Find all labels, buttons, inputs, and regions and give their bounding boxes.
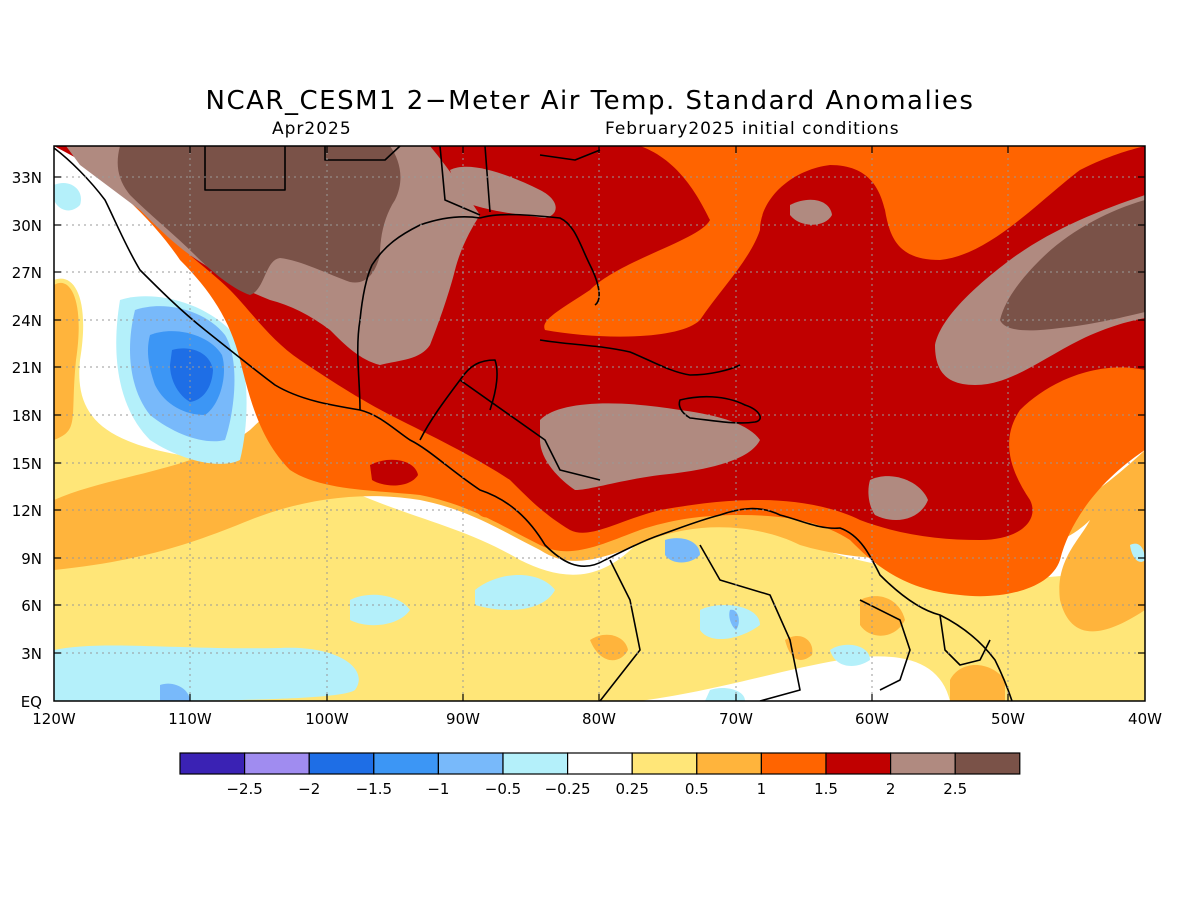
colorbar-label: −1.5 (356, 780, 392, 798)
colorbar-swatch (760, 752, 827, 775)
latitude-labels: 33N 30N 27N 24N 21N 18N 15N 12N 9N 6N 3N… (12, 169, 42, 711)
initial-conditions-label: February2025 initial conditions (605, 119, 900, 139)
colorbar-swatch (825, 752, 892, 775)
anomaly-fill-neg-1-5 (170, 348, 213, 402)
lat-label: EQ (21, 693, 42, 711)
colorbar-swatch (631, 752, 698, 775)
coastlines (54, 146, 1013, 701)
lon-label: 60W (855, 710, 889, 728)
colorbar-swatch (696, 752, 762, 775)
colorbar-swatch (308, 752, 375, 775)
gridlines (54, 146, 1145, 701)
colorbar-swatch (889, 752, 956, 775)
colorbar-swatch (437, 752, 504, 775)
colorbar-label: 0.5 (685, 780, 709, 798)
lat-label: 18N (12, 407, 42, 425)
colorbar-label: 2 (886, 780, 896, 798)
lon-label: 90W (446, 710, 480, 728)
colorbar-label: 1.5 (814, 780, 838, 798)
colorbar-label: −2.5 (226, 780, 262, 798)
colorbar-label: −0.25 (545, 780, 591, 798)
lat-label: 27N (12, 264, 42, 282)
anomaly-fill-2-5 (117, 146, 1145, 331)
colorbar-swatch (502, 752, 569, 775)
colorbar-label: 0.25 (615, 780, 648, 798)
colorbar (179, 752, 1021, 775)
valid-month-label: Apr2025 (272, 119, 352, 139)
lat-label: 9N (21, 550, 42, 568)
colorbar-swatch (244, 752, 310, 775)
colorbar-swatch (954, 752, 1021, 775)
colorbar-swatch (179, 752, 246, 775)
colorbar-label: 2.5 (943, 780, 967, 798)
lat-label: 33N (12, 169, 42, 187)
colorbar-label: 1 (757, 780, 767, 798)
lon-label: 100W (305, 710, 349, 728)
lon-label: 120W (32, 710, 76, 728)
colorbar-labels: −2.5 −2 −1.5 −1 −0.5 −0.25 0.25 0.5 1 1.5 2 2.5 (226, 780, 967, 798)
colorbar-swatch (373, 752, 439, 775)
lon-label: 110W (168, 710, 212, 728)
colorbar-swatch (566, 752, 633, 775)
lat-label: 6N (21, 597, 42, 615)
colorbar-label: −2 (298, 780, 320, 798)
lon-label: 40W (1128, 710, 1162, 728)
lat-label: 21N (12, 359, 42, 377)
map-title: NCAR_CESM1 2−Meter Air Temp. Standard An… (205, 86, 975, 116)
lat-label: 24N (12, 312, 42, 330)
longitude-labels: 120W 110W 100W 90W 80W 70W 60W 50W 40W (32, 710, 1162, 728)
tick-marks (54, 146, 1145, 701)
lat-label: 12N (12, 502, 42, 520)
lat-label: 30N (12, 217, 42, 235)
lon-label: 80W (582, 710, 616, 728)
lon-label: 50W (991, 710, 1025, 728)
lat-label: 15N (12, 455, 42, 473)
lon-label: 70W (719, 710, 753, 728)
lat-label: 3N (21, 645, 42, 663)
map-panel (54, 146, 1145, 701)
colorbar-label: −0.5 (485, 780, 521, 798)
colorbar-label: −1 (427, 780, 449, 798)
